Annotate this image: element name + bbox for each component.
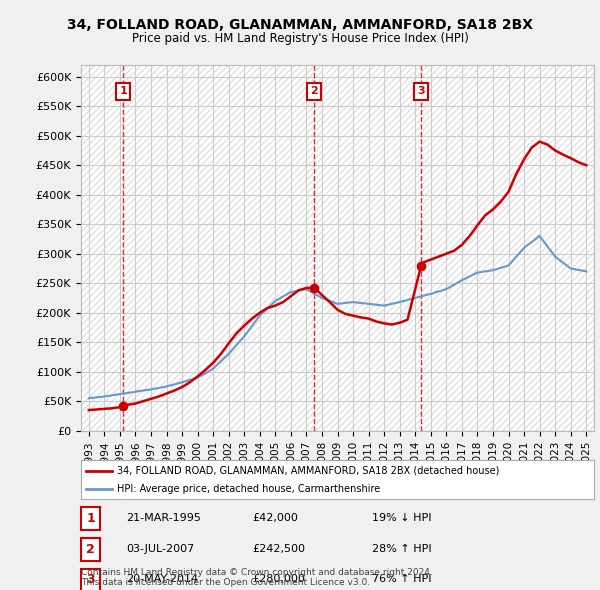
Text: £242,500: £242,500 (252, 544, 305, 553)
Text: 3: 3 (86, 573, 95, 586)
Text: 1: 1 (119, 87, 127, 96)
Text: 19% ↓ HPI: 19% ↓ HPI (372, 513, 431, 523)
Text: 28% ↑ HPI: 28% ↑ HPI (372, 544, 431, 553)
Text: 21-MAR-1995: 21-MAR-1995 (126, 513, 201, 523)
Text: 34, FOLLAND ROAD, GLANAMMAN, AMMANFORD, SA18 2BX: 34, FOLLAND ROAD, GLANAMMAN, AMMANFORD, … (67, 18, 533, 32)
Text: 20-MAY-2014: 20-MAY-2014 (126, 575, 198, 584)
Text: 34, FOLLAND ROAD, GLANAMMAN, AMMANFORD, SA18 2BX (detached house): 34, FOLLAND ROAD, GLANAMMAN, AMMANFORD, … (117, 466, 499, 476)
Text: Price paid vs. HM Land Registry's House Price Index (HPI): Price paid vs. HM Land Registry's House … (131, 32, 469, 45)
Text: £280,000: £280,000 (252, 575, 305, 584)
Text: 1: 1 (86, 512, 95, 525)
Text: 03-JUL-2007: 03-JUL-2007 (126, 544, 194, 553)
Text: 76% ↑ HPI: 76% ↑ HPI (372, 575, 431, 584)
Text: 2: 2 (86, 543, 95, 556)
Text: HPI: Average price, detached house, Carmarthenshire: HPI: Average price, detached house, Carm… (117, 484, 380, 494)
Text: 3: 3 (418, 87, 425, 96)
Text: Contains HM Land Registry data © Crown copyright and database right 2024.
This d: Contains HM Land Registry data © Crown c… (81, 568, 433, 587)
Text: 2: 2 (310, 87, 318, 96)
Text: £42,000: £42,000 (252, 513, 298, 523)
